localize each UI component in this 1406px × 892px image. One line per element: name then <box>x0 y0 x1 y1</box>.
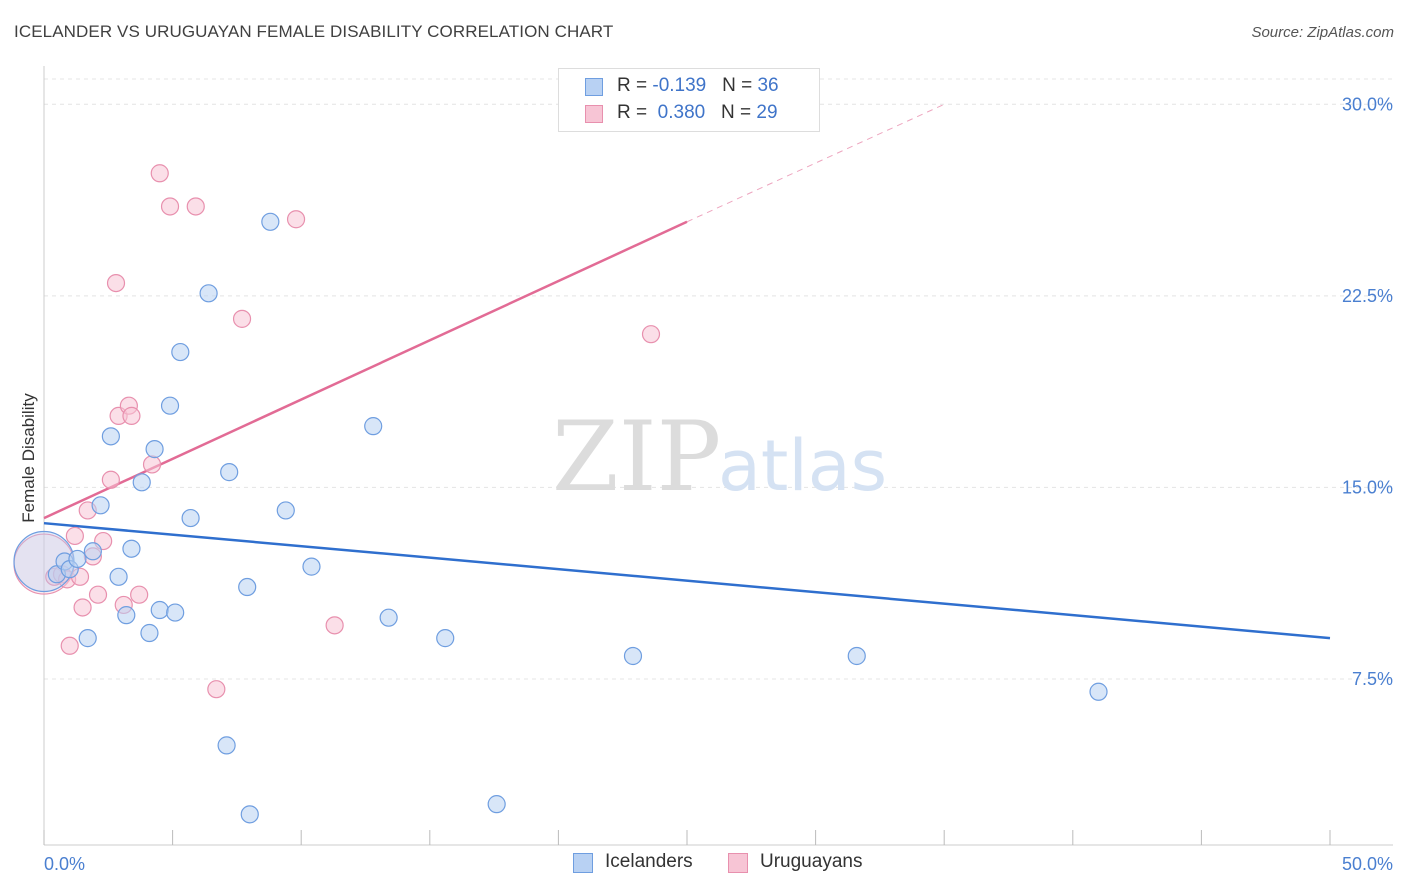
uruguayan-point <box>160 197 180 216</box>
icelander-point <box>276 501 295 520</box>
icelander-point <box>101 427 120 446</box>
icelander-point <box>68 549 87 569</box>
source-label: Source: ZipAtlas.com <box>1251 24 1394 41</box>
chart-title: ICELANDER VS URUGUAYAN FEMALE DISABILITY… <box>14 22 614 41</box>
uruguayan-point <box>325 616 344 635</box>
icelander-point <box>117 606 136 625</box>
icelander-point <box>171 342 190 362</box>
icelander-point <box>847 646 866 666</box>
icelander-point <box>1089 682 1108 701</box>
uruguayan-point <box>122 406 141 426</box>
trend-lines <box>43 103 1331 640</box>
bottom-legend-label: Uruguayans <box>760 851 863 872</box>
icelander-point <box>181 508 200 528</box>
legend-r-value: 0.380 <box>652 102 706 123</box>
legend-n-value: 36 <box>757 75 779 96</box>
correlation-legend: R = -0.139 N = 36 R = 0.380 N = 29 <box>558 68 820 132</box>
uruguayans-trend-extension <box>686 103 945 223</box>
icelander-point <box>83 542 102 561</box>
uruguayan-point <box>88 585 108 604</box>
icelander-point <box>238 577 257 597</box>
bottom-legend-label: Icelanders <box>605 851 693 872</box>
icelanders-points <box>13 107 1108 824</box>
icelander-point <box>240 805 259 824</box>
x-tick-label: 0.0% <box>44 854 85 874</box>
icelander-point <box>132 473 151 492</box>
icelander-point <box>160 396 180 415</box>
icelander-point <box>261 212 280 231</box>
legend-swatch-pink <box>585 105 603 123</box>
y-axis-label: Female Disability <box>19 393 38 523</box>
y-tick-labels: 7.5% 15.0% 22.5% 30.0% <box>1342 94 1393 689</box>
icelander-point <box>379 608 398 627</box>
uruguayan-point <box>142 455 162 474</box>
y-tick-label: 15.0% <box>1342 477 1393 497</box>
legend-n-label: N = <box>721 102 757 123</box>
uruguayan-point <box>130 585 149 604</box>
watermark: ZIP atlas <box>552 401 887 513</box>
icelander-point <box>217 736 236 755</box>
uruguayan-point <box>232 309 252 328</box>
icelander-point <box>166 603 185 622</box>
bottom-swatch-blue <box>573 853 593 873</box>
y-tick-label: 22.5% <box>1342 286 1393 306</box>
axes <box>43 66 1393 846</box>
icelander-point <box>145 440 164 459</box>
watermark-zip: ZIP <box>552 401 721 513</box>
icelander-point <box>122 539 141 558</box>
icelander-point <box>199 284 218 303</box>
legend-swatch-blue <box>585 78 603 96</box>
icelanders-trend-line <box>43 521 1331 640</box>
y-tick-label: 7.5% <box>1352 669 1393 689</box>
x-tick-label: 50.0% <box>1342 854 1393 874</box>
uruguayan-point <box>60 636 79 655</box>
icelander-point <box>220 463 239 482</box>
icelander-point <box>140 623 159 643</box>
uruguayan-point <box>150 164 169 183</box>
legend-r-value: -0.139 <box>652 75 707 96</box>
uruguayan-point <box>186 197 205 216</box>
legend-r-label: R = <box>617 102 653 123</box>
icelander-point <box>78 629 97 648</box>
uruguayan-point <box>286 210 306 229</box>
bottom-swatch-pink <box>728 853 748 873</box>
icelander-point <box>436 629 455 648</box>
legend-n-value: 29 <box>756 102 778 123</box>
icelander-point <box>364 417 383 436</box>
icelander-point <box>302 557 321 576</box>
watermark-atlas: atlas <box>718 425 887 507</box>
x-tick-labels: 0.0% 50.0% <box>44 854 1393 874</box>
icelander-point <box>91 496 110 515</box>
icelander-point <box>623 646 643 666</box>
uruguayan-point <box>106 273 126 293</box>
legend-n-label: N = <box>722 75 758 96</box>
y-tick-label: 30.0% <box>1342 94 1393 114</box>
uruguayan-point <box>73 598 92 617</box>
icelander-point <box>487 795 506 814</box>
icelander-point <box>109 567 128 586</box>
uruguayan-point <box>101 470 120 489</box>
uruguayan-point <box>207 680 226 699</box>
uruguayan-point <box>641 325 661 344</box>
icelander-point <box>150 600 169 620</box>
uruguayan-point <box>65 526 84 546</box>
legend-r-label: R = <box>617 75 653 96</box>
